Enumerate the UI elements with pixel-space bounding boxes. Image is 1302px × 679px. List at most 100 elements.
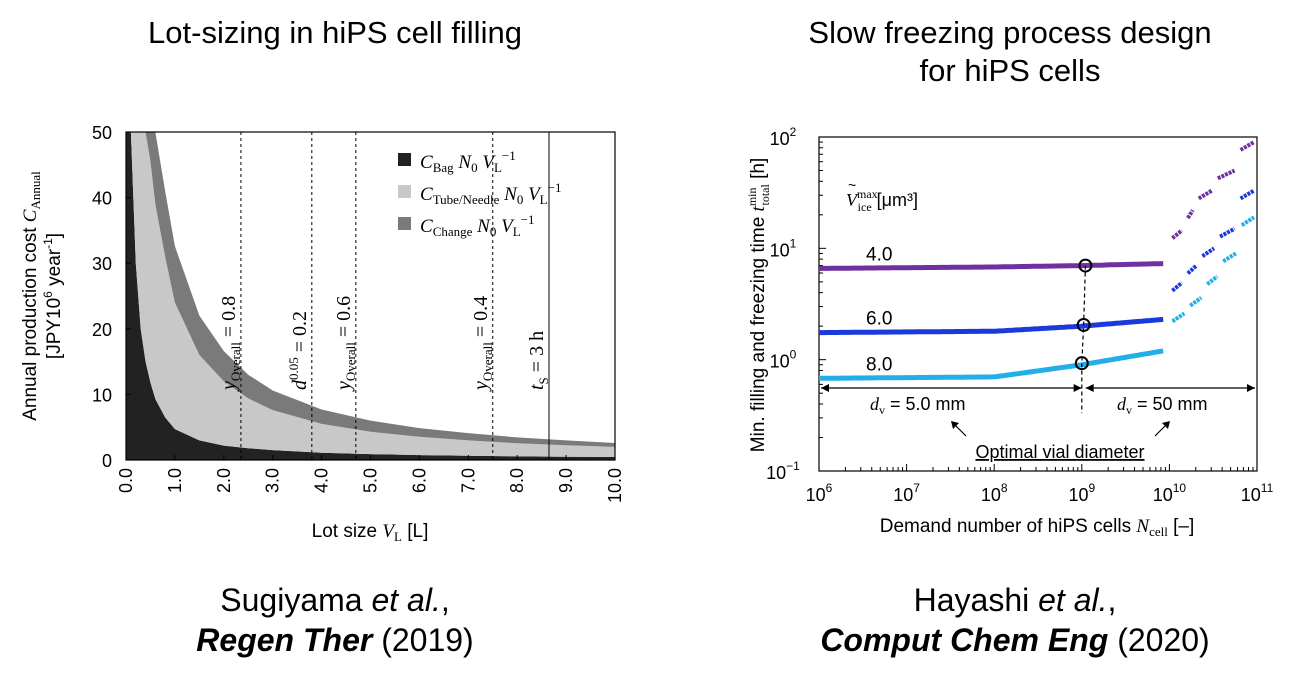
x-tick-label: 5.0 bbox=[361, 468, 381, 493]
x-tick-label: 0.0 bbox=[116, 468, 136, 493]
x-tick-label: 107 bbox=[893, 481, 920, 505]
series-label-3: 8.0 bbox=[866, 354, 892, 375]
series-step-1 bbox=[1171, 228, 1184, 240]
optimal-pointer-right-head bbox=[1162, 421, 1170, 429]
legend: CBag N0 VL−1 CTube/Needle N0 VL−1 CChange … bbox=[398, 148, 561, 239]
reference-line-label-5: tS = 3 h bbox=[526, 331, 551, 390]
right-citation: Hayashi et al., Comput Chem Eng (2020) bbox=[760, 580, 1270, 660]
series-step-3 bbox=[1201, 246, 1216, 258]
plot-frame bbox=[818, 136, 1258, 472]
right-citation-line1: Hayashi et al., bbox=[913, 582, 1117, 618]
x-tick-label: 9.0 bbox=[556, 468, 576, 493]
series-step-5 bbox=[1240, 215, 1256, 227]
x-axis-label: Lot size VL [L] bbox=[312, 521, 429, 544]
series-6-0: 6.0 bbox=[819, 188, 1256, 336]
series-step-2 bbox=[1189, 296, 1203, 308]
left-citation-line2: Regen Ther (2019) bbox=[196, 622, 474, 658]
series-step-1 bbox=[1171, 281, 1184, 293]
region-left-label: dv = 5.0 mm bbox=[870, 394, 966, 417]
axis-ticks: 0.0 1.0 2.0 3.0 4.0 5.0 6.0 7.0 8.0 9.0 10.0 0 10 20 3… bbox=[92, 123, 625, 503]
region-right-arrowhead bbox=[1247, 384, 1255, 392]
x-tick-label: 7.0 bbox=[458, 468, 478, 493]
legend-swatch-1 bbox=[398, 153, 411, 166]
annotations: Vmax ice [μm³]~ dv = 5.0 mm dv = 50 mm Optim… bbox=[821, 177, 1255, 462]
optimal-connector bbox=[1081, 265, 1087, 414]
series-4-0: 4.0 bbox=[819, 140, 1256, 271]
series-label-1: 4.0 bbox=[866, 244, 892, 265]
optimal-label: Optimal vial diameter bbox=[975, 442, 1144, 462]
legend-swatch-2 bbox=[398, 185, 411, 198]
reference-line-label-4: yOverall = 0.4 bbox=[470, 296, 495, 392]
optimal-point-3 bbox=[1074, 356, 1089, 371]
y-tick-label: 50 bbox=[92, 123, 112, 143]
y-tick-label: 102 bbox=[770, 125, 797, 149]
y-tick-label: 10−1 bbox=[766, 459, 800, 483]
x-tick-label: 2.0 bbox=[214, 468, 234, 493]
series-step-3 bbox=[1197, 188, 1213, 201]
series-step-3 bbox=[1206, 274, 1219, 286]
series-label-2: 6.0 bbox=[866, 309, 892, 330]
x-tick-label: 6.0 bbox=[409, 468, 429, 493]
optimal-point-1 bbox=[1078, 258, 1093, 273]
y-axis-label-line1: Annual production cost CAnnual bbox=[20, 171, 43, 421]
series-step-1 bbox=[1171, 311, 1186, 323]
x-tick-label: 109 bbox=[1068, 481, 1095, 505]
x-tick-label: 10.0 bbox=[605, 468, 625, 503]
series-line-1 bbox=[819, 261, 1164, 271]
x-tick-label: 1011 bbox=[1241, 481, 1274, 505]
series-step-4 bbox=[1222, 251, 1237, 263]
reference-lines: yOverall = 0.8 d0.05 = 0.2 yOverall = 0.6 y… bbox=[218, 132, 551, 460]
reference-line-label-2: d0.05 = 0.2 bbox=[286, 311, 311, 390]
x-tick-label: 1010 bbox=[1153, 481, 1187, 505]
optimal-pointer-left-head bbox=[951, 421, 959, 429]
y-tick-label: 30 bbox=[92, 254, 112, 274]
legend-entry-2: CTube/Needle N0 VL−1 bbox=[420, 180, 561, 207]
region-left-arrowhead bbox=[821, 384, 829, 392]
y-tick-label: 10 bbox=[92, 385, 112, 405]
area-series-2 bbox=[126, 132, 615, 458]
right-title-line2: for hiPS cells bbox=[919, 53, 1101, 88]
reference-line-label-3: yOverall = 0.6 bbox=[333, 296, 358, 392]
series-line-3 bbox=[819, 348, 1164, 381]
y-axis-label-line2: [JPY106 year-1] bbox=[41, 233, 65, 359]
region-right-label: dv = 50 mm bbox=[1117, 394, 1208, 417]
x-tick-label: 4.0 bbox=[312, 468, 332, 493]
right-citation-line2: Comput Chem Eng (2020) bbox=[820, 622, 1210, 658]
series-step-2 bbox=[1186, 264, 1198, 275]
y-tick-label: 20 bbox=[92, 320, 112, 340]
series-step-5 bbox=[1239, 188, 1256, 201]
region-left-arrowhead bbox=[1073, 384, 1082, 392]
series-step-4 bbox=[1219, 226, 1236, 239]
left-chart: yOverall = 0.8 d0.05 = 0.2 yOverall = 0.6 y… bbox=[20, 123, 625, 544]
legend-swatch-3 bbox=[398, 217, 411, 230]
region-right-arrowhead bbox=[1085, 384, 1094, 392]
legend-title: Vmax ice [μm³] bbox=[846, 187, 918, 214]
series-step-5 bbox=[1239, 140, 1256, 152]
x-tick-label: 8.0 bbox=[507, 468, 527, 493]
right-title-line1: Slow freezing process design bbox=[808, 15, 1212, 50]
legend-title-tilde: ~ bbox=[848, 177, 856, 193]
series-8-0: 8.0 bbox=[819, 215, 1256, 381]
x-tick-label: 3.0 bbox=[263, 468, 283, 493]
data-series: 4.0 6.0 8.0 bbox=[819, 140, 1256, 381]
series-line-2 bbox=[819, 316, 1164, 336]
optimal-point-2 bbox=[1076, 317, 1091, 332]
left-title: Lot-sizing in hiPS cell filling bbox=[148, 15, 522, 50]
x-tick-label: 108 bbox=[981, 481, 1008, 505]
y-tick-label: 101 bbox=[770, 236, 797, 260]
x-tick-label: 1.0 bbox=[165, 468, 185, 493]
series-step-2 bbox=[1186, 209, 1195, 220]
left-citation: Sugiyama et al., Regen Ther (2019) bbox=[100, 580, 570, 660]
series-step-4 bbox=[1216, 168, 1236, 181]
legend-entry-3: CChange N0 VL−1 bbox=[420, 212, 535, 239]
x-axis-label: Demand number of hiPS cells Ncell [–] bbox=[880, 516, 1194, 539]
right-chart: 106 107 108 109 1010 1011 10−1 100 101 102 4.0 6.0… bbox=[745, 125, 1274, 539]
x-tick-label: 106 bbox=[806, 481, 833, 505]
stacked-areas bbox=[126, 132, 615, 460]
y-tick-label: 0 bbox=[102, 451, 112, 471]
y-axis-label: Annual production cost CAnnual [JPY106 y… bbox=[20, 171, 65, 421]
y-tick-label: 100 bbox=[770, 348, 797, 372]
y-axis-label: Min. filling and freezing time tmintotal… bbox=[745, 158, 772, 452]
reference-line-label-1: yOverall = 0.8 bbox=[218, 296, 243, 392]
legend-entry-1: CBag N0 VL−1 bbox=[420, 148, 516, 175]
